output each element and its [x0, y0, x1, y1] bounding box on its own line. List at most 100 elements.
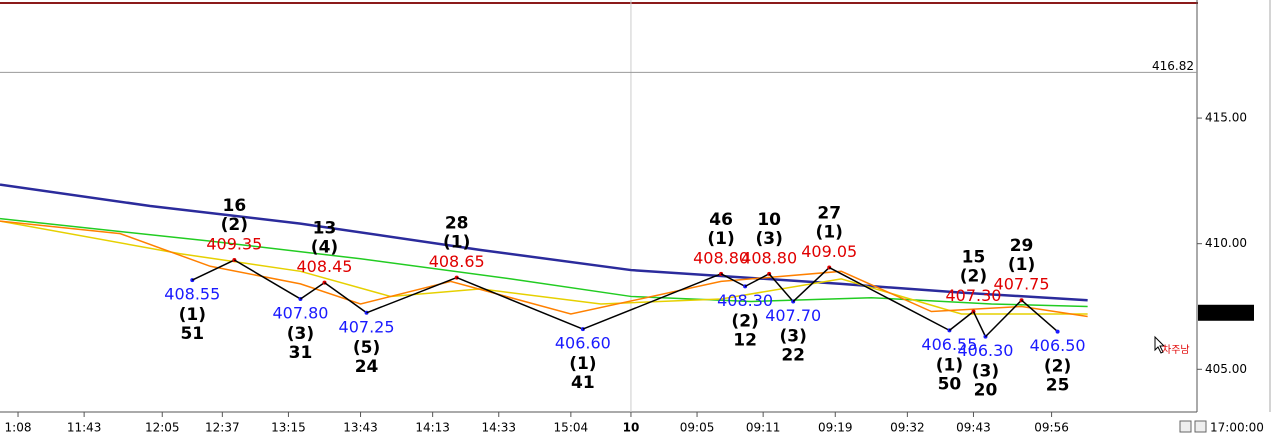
x-tick-label: 1:08 — [5, 421, 32, 435]
wave-label: (2) — [221, 215, 248, 235]
x-tick-label: 13:15 — [271, 421, 306, 435]
reference-label: 416.82 — [1152, 59, 1194, 73]
price-label: 406.55 — [921, 335, 977, 354]
wave-label: (2) — [731, 311, 758, 331]
x-tick-label: 15:04 — [554, 421, 589, 435]
price-label: 406.60 — [555, 334, 611, 353]
price-label: 408.30 — [717, 291, 773, 310]
price-label: 407.75 — [994, 275, 1050, 294]
wave-label: (1) — [179, 305, 206, 325]
wave-label: (4) — [311, 238, 338, 258]
wave-label: (1) — [816, 223, 843, 243]
zigzag-segment — [744, 273, 770, 288]
count-label: 15 — [962, 248, 986, 268]
zigzag-segment — [720, 273, 746, 288]
wave-label: (1) — [936, 355, 963, 375]
zigzag-segment — [300, 282, 325, 300]
wave-label: (3) — [780, 326, 807, 346]
wave-label: (1) — [569, 354, 596, 374]
count-label: 51 — [180, 324, 204, 344]
x-tick-label: 14:13 — [415, 421, 450, 435]
count-label: 25 — [1046, 376, 1070, 396]
zigzag-segment — [233, 259, 301, 300]
price-label: 409.05 — [801, 242, 857, 261]
cursor-label: 차주남 — [1162, 344, 1190, 356]
count-label: 50 — [938, 374, 962, 394]
price-label: 407.30 — [945, 286, 1001, 305]
x-tick-label: 09:19 — [818, 421, 853, 435]
zigzag-segment — [792, 267, 830, 303]
wave-label: (1) — [707, 229, 734, 249]
price-label: 407.25 — [339, 317, 395, 336]
zoom-icon[interactable] — [1194, 420, 1207, 433]
count-label: 27 — [817, 204, 841, 224]
count-label: 13 — [313, 219, 337, 239]
zigzag-segment — [366, 276, 457, 314]
annotations: 405.00 410.00 415.00 1:08 11:43 12:05 12:37 13:… — [5, 59, 1254, 435]
zigzag-segment — [984, 299, 1023, 338]
pivot — [1055, 329, 1060, 334]
wave-label: (2) — [960, 267, 987, 287]
zigzag-segment — [1021, 299, 1059, 333]
tool-icon[interactable] — [1179, 420, 1192, 433]
price-label: 408.65 — [429, 252, 485, 271]
price-label: 407.80 — [272, 303, 328, 322]
cursor-icon — [1154, 335, 1166, 354]
wave-label: (2) — [1044, 357, 1071, 377]
y-tick-label: 415.00 — [1205, 111, 1247, 125]
moving-average — [0, 183, 1088, 302]
count-label: 29 — [1010, 236, 1034, 256]
count-label: 46 — [709, 210, 733, 230]
grid — [0, 0, 1202, 417]
price-label: 406.50 — [1030, 336, 1086, 355]
x-tick-label: 09:56 — [1034, 421, 1069, 435]
count-label: 12 — [733, 330, 757, 350]
zigzag-segment — [948, 310, 974, 331]
count-label: 20 — [974, 381, 998, 401]
wave-label: (3) — [287, 324, 314, 344]
zigzag-segment — [456, 276, 584, 330]
y-tick-label: 410.00 — [1205, 236, 1247, 250]
x-tick-label: 09:11 — [746, 421, 781, 435]
zigzag-segment — [191, 259, 235, 281]
x-tick-label: 11:43 — [67, 421, 102, 435]
zigzag-segment — [324, 282, 367, 314]
count-label: 41 — [571, 373, 595, 393]
count-label: 24 — [355, 357, 379, 377]
wave-label: (1) — [443, 233, 470, 253]
x-tick-label: 09:32 — [890, 421, 925, 435]
time-label: 17:00:00 — [1210, 421, 1264, 435]
last-price-label: 407.25 — [1205, 305, 1247, 319]
x-tick-label: 09:43 — [956, 421, 991, 435]
zigzag-segment — [828, 266, 950, 332]
x-tick-label: 14:33 — [481, 421, 516, 435]
price-label: 407.70 — [765, 306, 821, 325]
price-label: 408.80 — [741, 248, 797, 267]
count-label: 10 — [757, 210, 781, 230]
x-tick-label: 12:05 — [145, 421, 180, 435]
y-tick-label: 405.00 — [1205, 362, 1247, 376]
x-tick-label: 10 — [623, 421, 640, 435]
count-label: 28 — [445, 214, 469, 234]
price-label: 408.55 — [164, 285, 220, 304]
price-label: 406.30 — [957, 341, 1013, 360]
moving-average — [0, 220, 1088, 315]
moving-average — [0, 217, 1088, 308]
price-label: 409.35 — [206, 235, 262, 254]
wave-label: (3) — [755, 229, 782, 249]
price-label: 408.80 — [693, 248, 749, 267]
count-label: 16 — [223, 196, 247, 216]
last-price-box — [1198, 304, 1254, 321]
plot-area — [0, 183, 1088, 339]
price-label: 408.45 — [296, 257, 352, 276]
x-tick-label: 13:43 — [343, 421, 378, 435]
count-label: 22 — [781, 345, 805, 365]
wave-label: (1) — [1008, 255, 1035, 275]
zigzag-segment — [768, 273, 794, 302]
x-tick-label: 12:37 — [205, 421, 240, 435]
count-label: 31 — [289, 343, 313, 363]
zigzag-segment — [972, 311, 987, 337]
wave-label: (3) — [972, 362, 999, 382]
